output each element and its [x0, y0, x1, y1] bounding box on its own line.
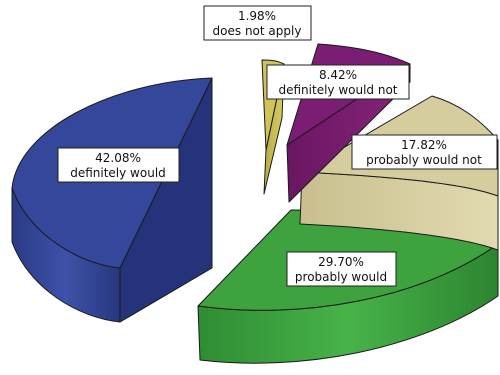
- label-definitely-would: 42.08% definitely would: [57, 147, 180, 183]
- label-does-not-apply-name: does not apply: [213, 24, 302, 38]
- label-probably-would-not-value: 17.82%: [401, 138, 447, 152]
- label-definitely-would-name: definitely would: [70, 166, 166, 180]
- label-probably-would-value: 29.70%: [318, 255, 364, 269]
- label-probably-would-not: 17.82% probably would not: [351, 134, 498, 170]
- label-probably-would: 29.70% probably would: [286, 251, 397, 287]
- label-probably-would-name: probably would: [295, 270, 387, 284]
- label-definitely-would-not: 8.42% definitely would not: [266, 64, 410, 100]
- label-definitely-would-not-name: definitely would not: [278, 83, 397, 97]
- label-definitely-would-value: 42.08%: [95, 151, 141, 165]
- slice-definitely-would: [11, 77, 213, 323]
- label-definitely-would-not-value: 8.42%: [319, 68, 357, 82]
- label-does-not-apply-value: 1.98%: [238, 9, 276, 23]
- label-does-not-apply: 1.98% does not apply: [203, 5, 312, 41]
- label-probably-would-not-name: probably would not: [366, 153, 482, 167]
